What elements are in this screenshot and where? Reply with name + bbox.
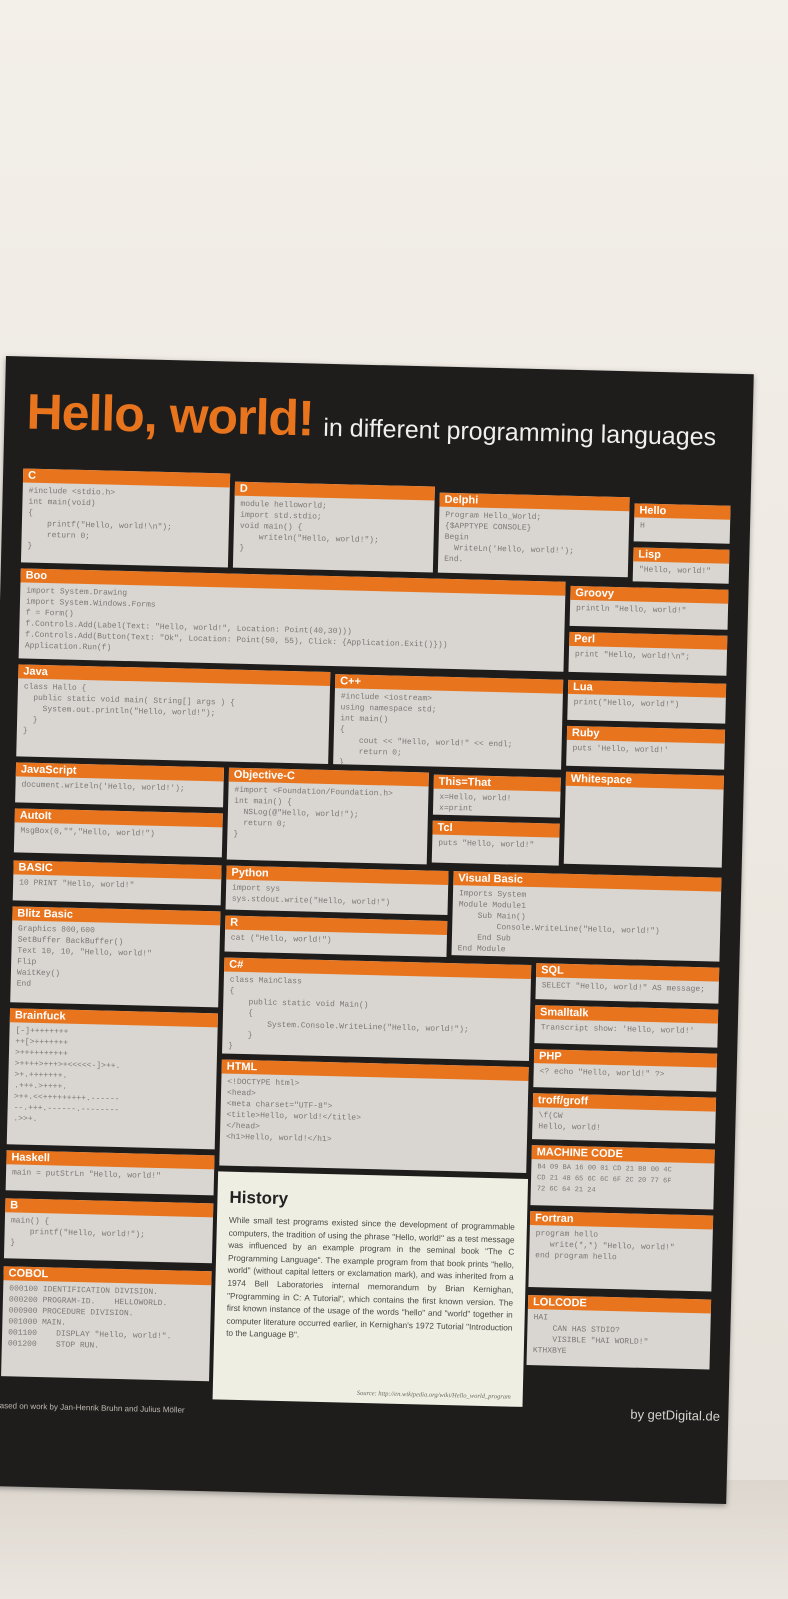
code-snippet: print("Hello, world!"): [573, 697, 680, 710]
code-box-csharp: C# class MainClass { public static void M…: [222, 957, 532, 1061]
code-snippet: <!DOCTYPE html> <head> <meta charset="UT…: [225, 1077, 362, 1145]
code-box-lolcode: LOLCODE HAI CAN HAS STDIO? VISIBLE "HAI W…: [526, 1295, 712, 1370]
code-snippet: [-]++++++++ ++[>+++++++ >++++++++++ >+++…: [13, 1026, 121, 1124]
code-snippet: module helloworld; import std.stdio; voi…: [239, 499, 379, 553]
code-snippet: program hello write(*,*) "Hello, world!"…: [535, 1229, 675, 1263]
code-box-hello: Hello H: [633, 503, 731, 544]
code-box-cobol: COBOL 000100 IDENTIFICATION DIVISION. 000…: [1, 1266, 212, 1382]
code-snippet: println "Hello, world!": [575, 604, 687, 616]
code-box-title: Lisp: [633, 547, 730, 564]
hello-world-poster: Hello, world! in different programming la…: [0, 356, 754, 1504]
code-snippet: HAI CAN HAS STDIO? VISIBLE "HAI WORLD!" …: [532, 1313, 649, 1356]
code-box-objective-c: Objective-C #import <Foundation/Foundatio…: [226, 767, 429, 865]
code-box-troff-groff: troff/groff \f(CW Hello, world!: [532, 1093, 717, 1144]
code-box-tcl: Tcl puts "Hello, world!": [431, 820, 560, 866]
code-snippet: Graphics 800,600 SetBuffer BackBuffer() …: [16, 924, 152, 989]
code-box-basic: BASIC 10 PRINT "Hello, world!": [12, 860, 222, 906]
code-snippet: B4 09 BA 16 00 01 CD 21 B8 00 4C CD 21 4…: [536, 1163, 672, 1195]
code-snippet: #import <Foundation/Foundation.h> int ma…: [233, 785, 393, 839]
code-box-java: Java class Hallo { public static void mai…: [16, 664, 331, 764]
code-snippet: SELECT "Hello, world!" AS message;: [541, 981, 706, 995]
code-box-perl: Perl print "Hello, world!\n";: [568, 631, 728, 676]
code-snippet: #include <iostream> using namespace std;…: [339, 692, 513, 768]
code-snippet: import sys sys.stdout.write("Hello, worl…: [231, 883, 391, 908]
code-snippet: import System.Drawing import System.Wind…: [24, 586, 448, 653]
code-snippet: puts "Hello, world!": [438, 838, 535, 851]
code-snippet: Program Hello_World; {$APPTYPE CONSOLE} …: [444, 510, 575, 565]
code-snippet: x=Hello, world! x=print: [438, 792, 512, 814]
history-title: History: [229, 1187, 289, 1209]
history-text: While small test programs existed since …: [226, 1214, 516, 1340]
code-box-fortran: Fortran program hello write(*,*) "Hello, …: [528, 1211, 714, 1292]
code-box-python: Python import sys sys.stdout.write("Hello…: [225, 865, 449, 915]
code-snippet: class MainClass { public static void Mai…: [228, 975, 469, 1051]
code-snippet: Imports System Module Module1 Sub Main()…: [457, 889, 660, 955]
code-box-lua: Lua print("Hello, world!"): [567, 679, 727, 724]
code-snippet: #include <stdio.h> int main(void) { prin…: [27, 486, 172, 551]
code-snippet: puts 'Hello, world!': [572, 743, 669, 756]
code-snippet: "Hello, world!": [638, 565, 712, 577]
poster-subtitle: in different programming languages: [322, 413, 717, 452]
code-box-whitespace: Whitespace: [563, 771, 724, 868]
code-box-smalltalk: Smalltalk Transcript show: 'Hello, world!…: [534, 1005, 719, 1048]
code-box-sql: SQL SELECT "Hello, world!" AS message;: [535, 963, 720, 1004]
code-box-autoit: AutoIt MsgBox(0,"","Hello, world!"): [13, 808, 223, 858]
code-snippet: \f(CW Hello, world!: [538, 1111, 601, 1133]
credits: Based on work by Jan-Henrik Bruhn and Ju…: [0, 1401, 185, 1415]
code-box-boo: Boo import System.Drawing import System.W…: [18, 568, 566, 672]
poster-title: Hello, world! in different programming la…: [26, 383, 717, 458]
code-box-javascript: JavaScript document.writeln('Hello, world…: [15, 762, 225, 808]
code-box-delphi: Delphi Program Hello_World; {$APPTYPE CON…: [437, 492, 630, 578]
code-snippet: 000100 IDENTIFICATION DIVISION. 000200 P…: [7, 1284, 172, 1351]
code-box-php: PHP <? echo "Hello, world!" ?>: [533, 1049, 718, 1092]
code-snippet: Transcript show: 'Hello, world!': [540, 1023, 695, 1037]
poster-title-main: Hello, world!: [25, 383, 315, 447]
publisher-logo: by getDigital.de: [630, 1406, 721, 1424]
code-box-cpp: C++ #include <iostream> using namespace s…: [333, 674, 564, 770]
code-box-groovy: Groovy println "Hello, world!": [569, 585, 729, 630]
code-box-ruby: Ruby puts 'Hello, world!': [566, 725, 726, 770]
code-box-html: HTML <!DOCTYPE html> <head> <meta charset…: [219, 1059, 529, 1173]
code-box-machine-code: MACHINE CODE B4 09 BA 16 00 01 CD 21 B8 0…: [530, 1145, 715, 1210]
history-source: Source: http://en.wikipedia.org/wiki/Hel…: [356, 1389, 511, 1401]
code-snippet: class Hallo { public static void main( S…: [22, 682, 235, 736]
code-snippet: H: [639, 521, 645, 531]
code-box-this-that: This=That x=Hello, world! x=print: [432, 774, 561, 818]
code-snippet: print "Hello, world!\n";: [574, 649, 691, 662]
code-snippet: <? echo "Hello, world!" ?>: [539, 1067, 665, 1080]
code-box-visual-basic: Visual Basic Imports System Module Module…: [451, 871, 722, 962]
code-box-lisp: Lisp "Hello, world!": [632, 547, 730, 584]
code-box-c: C #include <stdio.h> int main(void) { pri…: [20, 468, 231, 568]
history-panel: History While small test programs existe…: [212, 1171, 529, 1407]
code-box-title: Hello: [634, 503, 731, 520]
code-box-brainfuck: Brainfuck [-]++++++++ ++[>+++++++ >++++++…: [6, 1008, 219, 1150]
code-snippet: main() { printf("Hello, world!"); }: [10, 1216, 146, 1248]
code-box-blitz-basic: Blitz Basic Graphics 800,600 SetBuffer Ba…: [10, 906, 221, 1008]
code-box-haskell: Haskell main = putStrLn "Hello, world!": [5, 1150, 215, 1196]
